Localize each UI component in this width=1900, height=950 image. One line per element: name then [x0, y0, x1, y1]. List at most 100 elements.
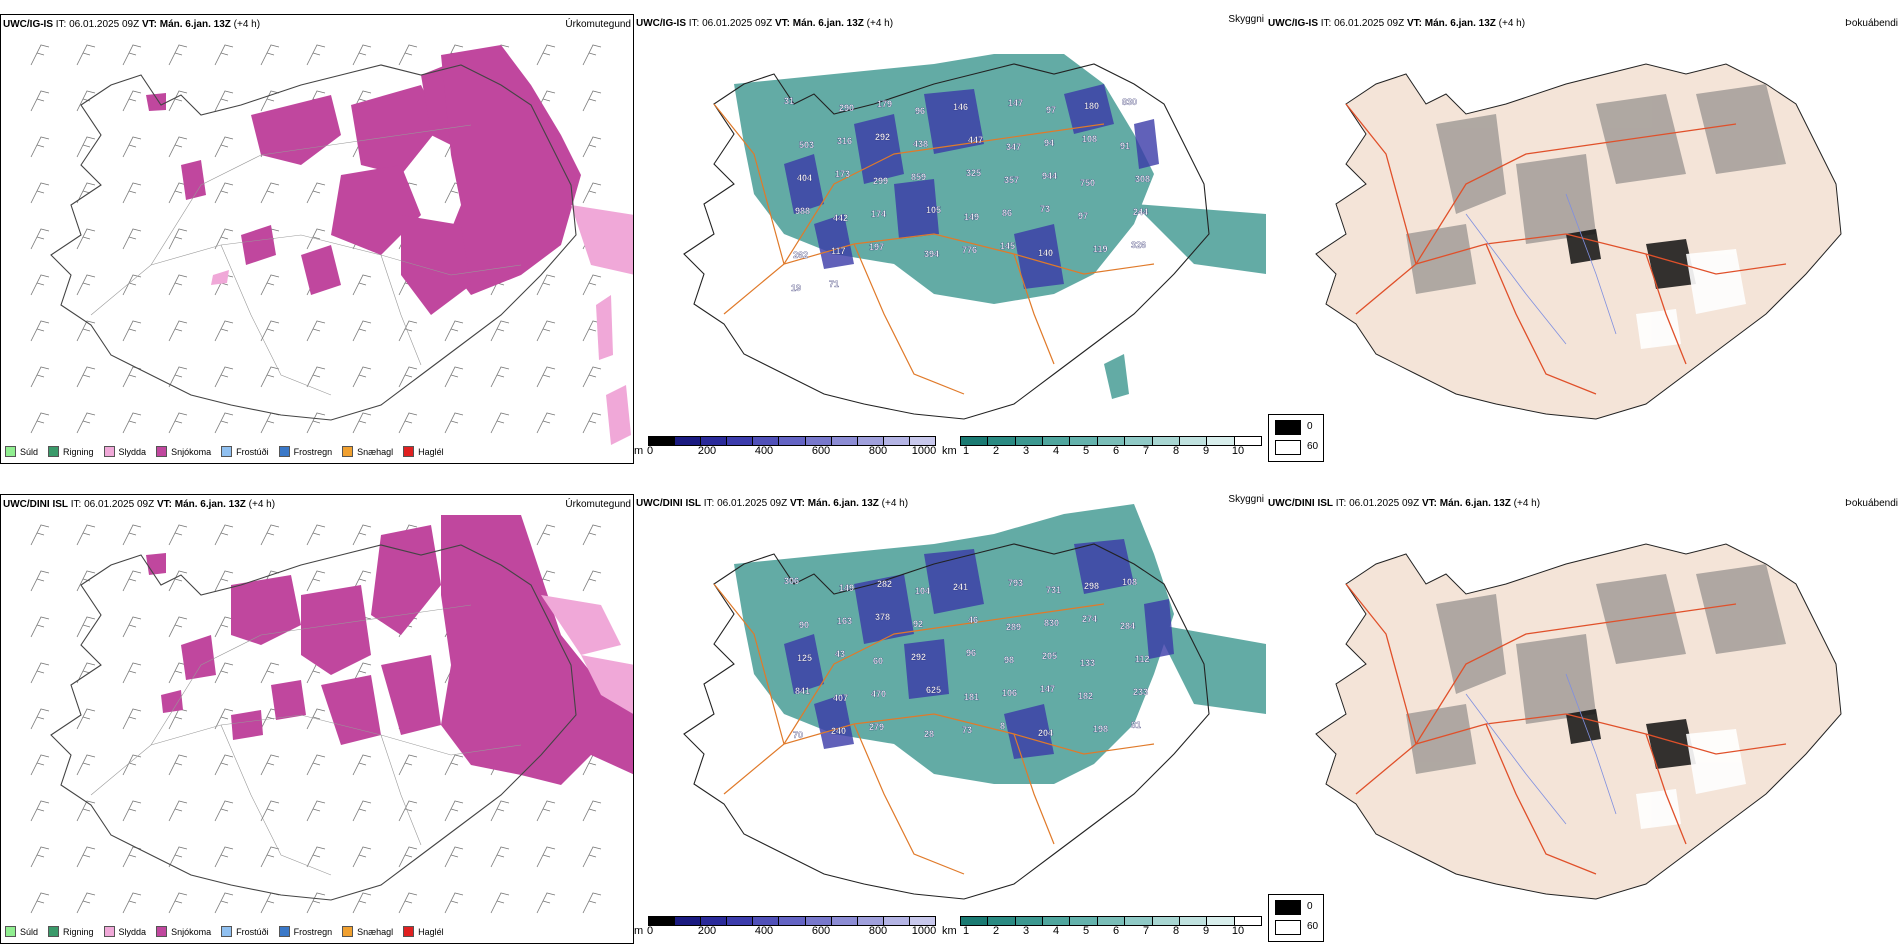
cloud-base-label: 73: [1040, 204, 1050, 214]
legend-item: Snjókoma: [156, 926, 211, 937]
wind-barb: [352, 570, 372, 592]
wind-barb: [122, 136, 142, 158]
cbar-tick: 3: [1022, 445, 1030, 457]
vis-label: 60: [1307, 441, 1319, 452]
cloud-base-label: 625: [926, 685, 941, 695]
wind-barb: [260, 524, 280, 546]
cloud-base-label: 133: [1080, 658, 1095, 668]
roads: [713, 103, 1155, 395]
cbar-tick: 1000: [911, 445, 937, 457]
legend-item: Frostúði: [221, 926, 269, 937]
wind-barb: [490, 412, 510, 434]
legend-item: Snæhagl: [342, 446, 393, 457]
cloud-base-label: 378: [875, 612, 890, 622]
wind-barb: [214, 754, 234, 776]
cloud-base-label: 830: [1122, 97, 1137, 107]
cloud-base-label: 731: [1046, 585, 1061, 595]
legend-swatch: [342, 446, 354, 457]
legend-swatch: [48, 926, 60, 937]
wind-barb: [260, 182, 280, 204]
panel-name: Þokuábendi: [1845, 498, 1898, 509]
wind-barb: [398, 800, 418, 822]
wind-barb: [306, 182, 326, 204]
cloud-base-label: 308: [1135, 174, 1150, 184]
wind-barb: [536, 846, 556, 868]
cbar-unit: m: [634, 925, 644, 937]
wind-barb: [582, 800, 602, 822]
cbar-tick: 2: [992, 445, 1000, 457]
legend-swatch: [342, 926, 354, 937]
legend-item: Rigning: [48, 446, 94, 457]
cloud-base-label: 179: [877, 99, 892, 109]
wind-barb: [168, 754, 188, 776]
cloud-base-label: 174: [871, 209, 886, 219]
panel-name: Úrkomutegund: [565, 19, 631, 30]
wind-barb: [306, 44, 326, 66]
wind-barb: [582, 44, 602, 66]
wind-barb: [214, 412, 234, 434]
cloud-base-labels: 31 290 179 96 146 147 97 180 830 503 316 292 438 447 3…: [784, 96, 1150, 293]
fog-panel-bottom: UWC/DINI ISL IT: 06.01.2025 09Z VT: Mán.…: [1266, 494, 1900, 944]
panel-title: UWC/IG-IS IT: 06.01.2025 09Z VT: Mán. 6.…: [1268, 18, 1526, 29]
wind-barb: [122, 228, 142, 250]
wind-barb: [76, 662, 96, 684]
cloud-base-label: 112: [1135, 654, 1150, 664]
wind-barb: [306, 800, 326, 822]
cloud-base-label: 146: [953, 102, 968, 112]
wind-barb: [306, 366, 326, 388]
wind-barb: [352, 44, 372, 66]
wind-barb: [352, 524, 372, 546]
cloud-base-label: 60: [873, 656, 883, 666]
cloud-base-label: 241: [953, 582, 968, 592]
blue-areas: [784, 84, 1159, 289]
wind-barb: [30, 366, 50, 388]
precip-type-panel-top: UWC/IG-IS IT: 06.01.2025 09Z VT: Mán. 6.…: [0, 14, 634, 464]
wind-barb: [30, 412, 50, 434]
cloud-base-label: 988: [795, 206, 810, 216]
cloud-base-label: 292: [911, 652, 926, 662]
wind-barb: [122, 412, 142, 434]
wind-barb: [76, 570, 96, 592]
wind-barb: [76, 320, 96, 342]
cloud-base-label: 357: [1004, 175, 1019, 185]
cloud-base-label: 97: [1046, 105, 1056, 115]
cbar-tick: 9: [1202, 925, 1210, 937]
wind-barb: [536, 524, 556, 546]
fog-dark: [1566, 229, 1696, 289]
wind-barb: [490, 320, 510, 342]
wind-barb: [260, 892, 280, 914]
wind-barb: [536, 320, 556, 342]
cbar-tick: 7: [1142, 445, 1150, 457]
cloud-base-label: 404: [797, 173, 812, 183]
wind-barb: [168, 90, 188, 112]
cloud-base-label: 292: [875, 132, 890, 142]
wind-barb: [352, 320, 372, 342]
cloud-base-label: 289: [1006, 622, 1021, 632]
cloud-base-label: 98: [1004, 655, 1014, 665]
vis-swatch-white: [1275, 920, 1301, 935]
wind-barb: [30, 616, 50, 638]
cloud-base-label: 108: [1082, 134, 1097, 144]
legend-swatch: [103, 926, 115, 937]
wind-barb: [536, 412, 556, 434]
cloud-base-label: 233: [1133, 687, 1148, 697]
wind-barb: [30, 274, 50, 296]
cloud-base-label: 106: [1002, 688, 1017, 698]
cbar-tick: 0: [646, 925, 654, 937]
panel-name: Þokuábendi: [1845, 18, 1898, 29]
cloud-base-label: 830: [1044, 618, 1059, 628]
wind-barb: [582, 366, 602, 388]
cloud-base-label: 793: [1008, 578, 1023, 588]
wind-barb: [306, 846, 326, 868]
cbar-unit: km: [942, 445, 957, 457]
wind-barb: [30, 524, 50, 546]
legend-item: Haglél: [403, 926, 444, 937]
wind-barb: [582, 182, 602, 204]
teal-areas: [734, 54, 1266, 399]
precip-legend: Súld Rigning Slydda Snjókoma Frostúði Fr…: [5, 926, 444, 937]
wind-barb: [76, 182, 96, 204]
wind-barb: [306, 708, 326, 730]
wind-barb: [260, 662, 280, 684]
wind-barb: [76, 892, 96, 914]
cloud-base-label: 91: [1120, 141, 1130, 151]
